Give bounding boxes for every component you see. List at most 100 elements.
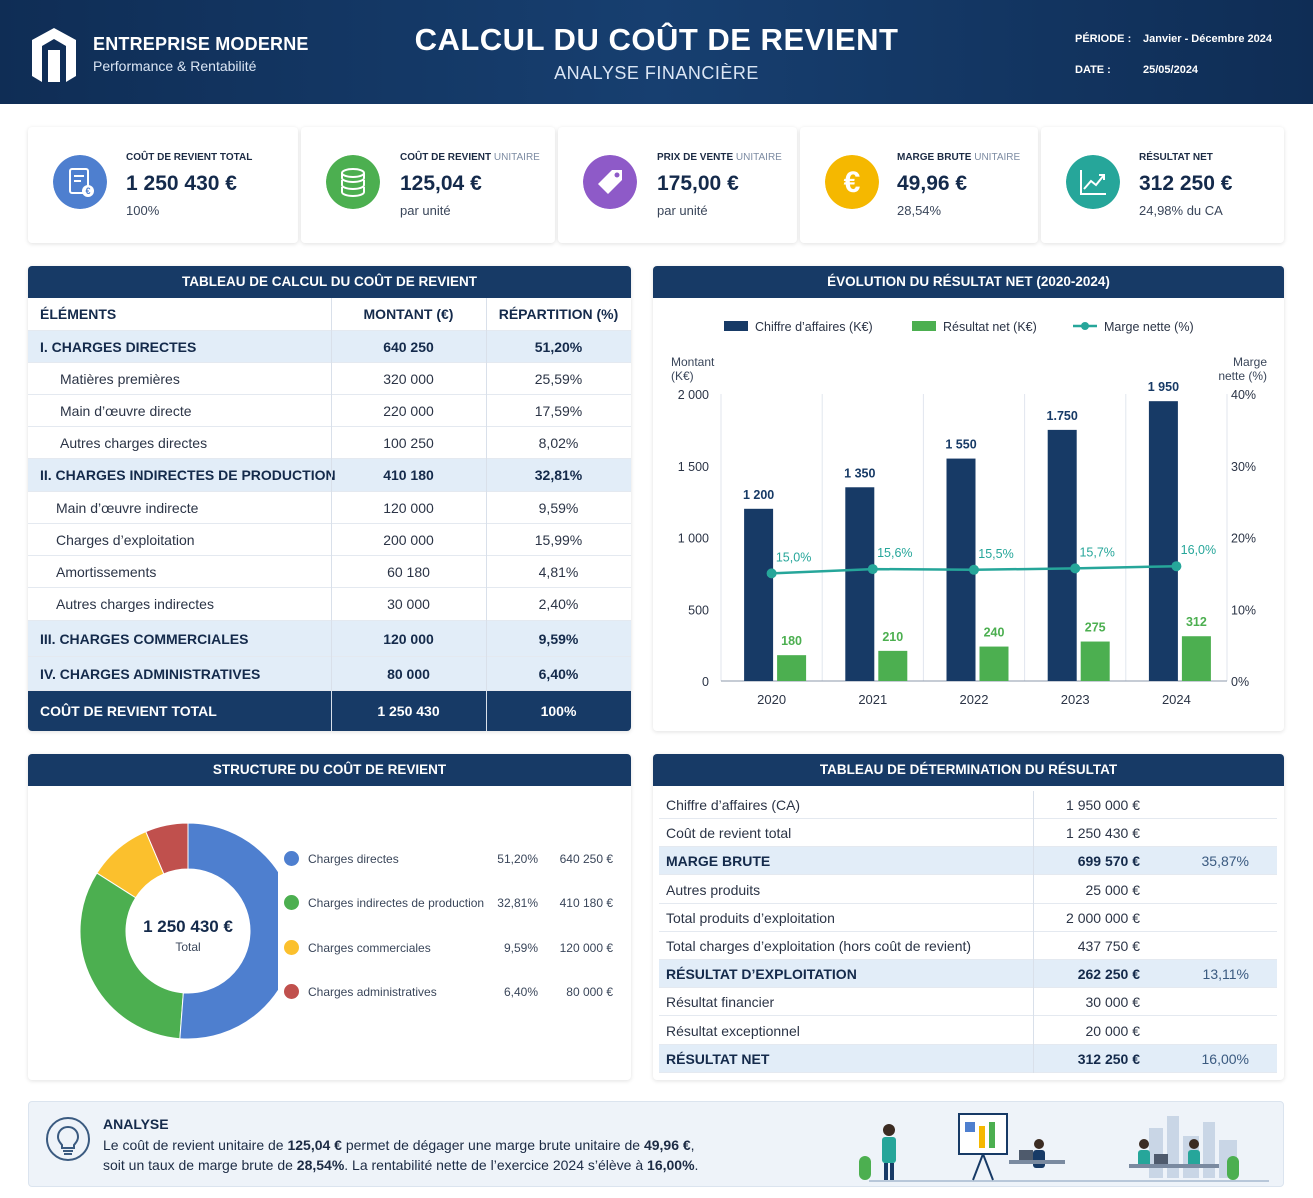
cost-row-amount: 410 180: [383, 467, 434, 483]
line-value-label: 15,6%: [877, 546, 912, 560]
cost-row-pct: 25,59%: [534, 371, 583, 387]
svg-text:€: €: [85, 186, 90, 196]
donut-center-value: 1 250 430 €: [143, 917, 233, 936]
cost-row-amount: 30 000: [387, 596, 430, 612]
donut-center-label: Total: [175, 940, 200, 954]
kpi-card-total-cost: € COÛT DE REVIENT TOTAL 1 250 430 € 100%: [28, 127, 298, 243]
cost-total-label: COÛT DE REVIENT TOTAL: [40, 703, 217, 719]
kpi-note: par unité: [657, 203, 708, 218]
result-table-row: Total produits d’exploitation 2 000 000 €: [659, 904, 1277, 932]
result-row-label: RÉSULTAT D’EXPLOITATION: [666, 966, 857, 983]
net-result-chart: Chiffre d’affaires (K€) Résultat net (K€)…: [671, 320, 1267, 707]
analysis-title: ANALYSE: [103, 1116, 169, 1132]
bar-value-label: 180: [781, 634, 802, 648]
net-margin-point: [1171, 561, 1182, 572]
legend-label: Charges directes: [308, 852, 399, 866]
cost-row-pct: 51,20%: [534, 339, 583, 355]
cost-row-pct: 8,02%: [538, 435, 579, 451]
bar-value-label: 1 200: [743, 488, 774, 502]
legend-swatch: [284, 983, 299, 999]
cost-table-row: Autres charges indirectes 30 000 2,40%: [28, 588, 631, 621]
result-row-amount: 262 250 €: [1077, 966, 1140, 983]
cost-row-label: Matières premières: [60, 371, 180, 387]
result-row-amount: 437 750 €: [1077, 938, 1140, 954]
legend-pct: 51,20%: [497, 852, 538, 866]
euro-icon: €: [825, 155, 879, 209]
cost-row-amount: 80 000: [387, 666, 430, 682]
cost-row-label: Main d’œuvre indirecte: [56, 500, 199, 516]
cost-table-panel: TABLEAU DE CALCUL DU COÛT DE REVIENT ÉLÉ…: [28, 266, 631, 731]
x-tick-label: 2020: [757, 692, 786, 707]
kpi-value: 175,00 €: [657, 172, 739, 195]
bar-value-label: 1.750: [1047, 409, 1078, 423]
result-row-label: Coût de revient total: [666, 825, 792, 842]
price-tag-icon: [583, 155, 637, 209]
legend-label: Charges indirectes de production: [308, 896, 485, 911]
x-tick-label: 2022: [960, 692, 989, 707]
kpi-card-unit-price: PRIX DE VENTE UNITAIRE 175,00 € par unit…: [558, 127, 797, 243]
revenue-bar: [744, 508, 774, 681]
cost-row-amount: 640 250: [383, 339, 434, 355]
column-divider: [486, 298, 487, 731]
legend-pct: 9,59%: [503, 940, 538, 955]
net-margin-point: [969, 564, 979, 575]
net-result-chart-panel: ÉVOLUTION DU RÉSULTAT NET (2020-2024) Ch…: [653, 266, 1284, 731]
cost-row-label: I. CHARGES DIRECTES: [40, 339, 197, 355]
cost-row-label: Autres charges directes: [60, 435, 208, 451]
cost-row-label: II. CHARGES INDIRECTES DE PRODUCTION: [40, 467, 336, 483]
donut-slice: [96, 830, 165, 899]
line-value-label: 15,7%: [1079, 545, 1114, 559]
cost-structure-donut: 1 250 430 € Total: [79, 822, 278, 1040]
net-result-bar: [1080, 641, 1110, 681]
cost-row-amount: 60 180: [387, 564, 430, 580]
x-tick-label: 2024: [1162, 692, 1191, 707]
cost-table-row: IV. CHARGES ADMINISTRATIVES 80 000 6,40%: [28, 657, 631, 691]
legend-label: Résultat net (K€): [943, 320, 1037, 334]
result-row-label: Chiffre d’affaires (CA): [666, 797, 801, 813]
donut-slice: [79, 872, 184, 1040]
result-table-row: Chiffre d’affaires (CA) 1 950 000 €: [659, 791, 1277, 819]
legend-swatch: [284, 851, 299, 866]
cost-table-row: Charges d’exploitation 200 000 15,99%: [28, 524, 631, 556]
kpi-value: 312 250 €: [1139, 172, 1233, 195]
cost-row-amount: 120 000: [383, 631, 434, 647]
cost-row-pct: 2,40%: [538, 596, 579, 612]
cost-table-header-cell: MONTANT (€): [363, 306, 454, 322]
legend-item: Résultat net (K€): [912, 320, 1037, 334]
line-value-label: 15,0%: [776, 550, 811, 564]
legend-label: Chiffre d’affaires (K€): [755, 320, 873, 334]
cost-table-row: III. CHARGES COMMERCIALES 120 000 9,59%: [28, 621, 631, 657]
net-margin-point: [766, 568, 777, 579]
cost-row-label: III. CHARGES COMMERCIALES: [40, 631, 249, 647]
kpi-note: par unité: [400, 203, 451, 218]
result-table-row: Résultat financier 30 000 €: [659, 988, 1277, 1017]
brand-name: ENTREPRISE MODERNE: [93, 34, 309, 54]
cost-table-row: Main d’œuvre directe 220 000 17,59%: [28, 395, 631, 427]
legend-pct: 6,40%: [503, 984, 538, 999]
bar-value-label: 210: [882, 630, 903, 644]
cost-row-label: Amortissements: [56, 564, 157, 580]
kpi-label: RÉSULTAT NET: [1139, 152, 1213, 163]
result-row-amount: 20 000 €: [1085, 1022, 1141, 1039]
bar-value-label: 1 350: [844, 466, 875, 480]
x-tick-label: 2021: [858, 692, 887, 707]
revenue-bar: [1148, 401, 1178, 681]
bar-value-label: 275: [1085, 621, 1106, 635]
result-row-amount: 1 250 430 €: [1066, 825, 1140, 842]
kpi-label: COÛT DE REVIENT UNITAIRE: [400, 152, 540, 163]
column-divider: [1033, 791, 1034, 1073]
line-value-label: 15,5%: [978, 547, 1013, 561]
y-tick-label: 500: [688, 603, 709, 617]
result-row-label: Total produits d’exploitation: [666, 909, 835, 926]
cost-total-amount: 1 250 430: [377, 703, 440, 719]
result-table-row: MARGE BRUTE 699 570 € 35,87%: [659, 847, 1277, 876]
y-tick-label: 1 000: [678, 532, 709, 546]
cost-row-label: IV. CHARGES ADMINISTRATIVES: [40, 666, 261, 682]
cost-row-pct: 17,59%: [534, 403, 583, 419]
kpi-label: MARGE BRUTE UNITAIRE: [897, 152, 1021, 163]
header: ENTREPRISE MODERNE Performance & Rentabi…: [0, 0, 1313, 104]
svg-text:€: €: [844, 166, 861, 199]
kpi-card-unit-cost: COÛT DE REVIENT UNITAIRE 125,04 € par un…: [301, 127, 555, 243]
kpi-card-gross-margin: € MARGE BRUTE UNITAIRE 49,96 € 28,54%: [800, 127, 1038, 243]
date-value: 25/05/2024: [1143, 64, 1199, 76]
